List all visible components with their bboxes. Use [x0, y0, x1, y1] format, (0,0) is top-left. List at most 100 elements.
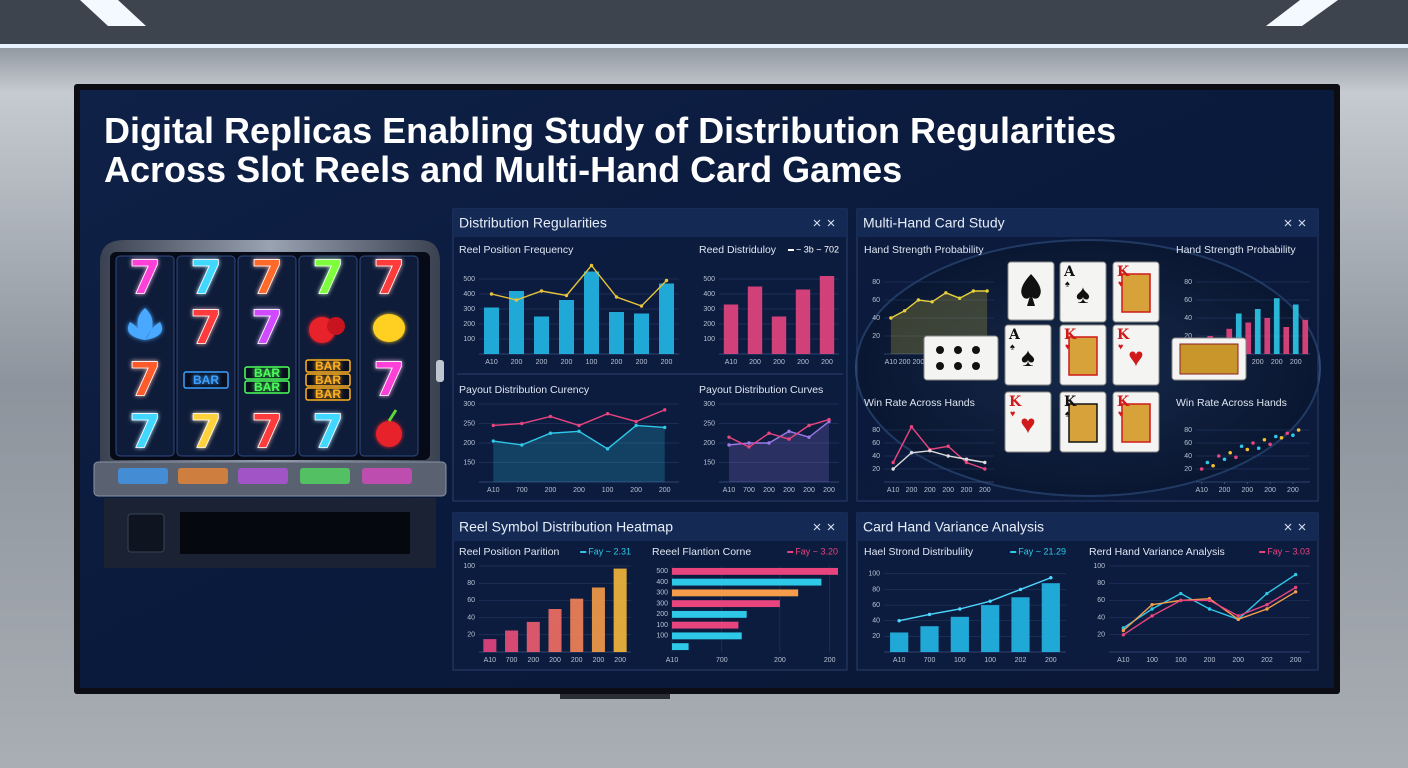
- expand-button[interactable]: [1298, 219, 1306, 227]
- expand-button[interactable]: [827, 219, 835, 227]
- point: [1236, 617, 1240, 622]
- button[interactable]: [238, 468, 288, 484]
- card-pip: ♥: [1128, 342, 1143, 372]
- y-tick-label: 80: [872, 279, 880, 286]
- mini-chart: Payout Distribution Curves 150 200 250 300 A1…: [699, 384, 839, 494]
- x-tick-label: 200: [821, 359, 833, 366]
- button[interactable]: [118, 468, 168, 484]
- close-button[interactable]: [813, 523, 821, 531]
- button[interactable]: [300, 468, 350, 484]
- y-tick-label: 40: [872, 315, 880, 322]
- point: [605, 412, 610, 416]
- card-suit: ♠: [1065, 408, 1070, 418]
- x-tick-label: 100: [602, 487, 614, 494]
- face-art: [1068, 336, 1098, 376]
- point: [787, 437, 791, 441]
- point: [983, 467, 987, 471]
- icon-stroke: [813, 523, 821, 531]
- tray: [180, 512, 410, 554]
- chart-title: Hand Strength Probability: [1176, 244, 1296, 256]
- card-rank: A: [1063, 264, 1076, 280]
- lotus-icon: [127, 308, 163, 340]
- scatter-point: [1262, 437, 1267, 442]
- x-tick-label: A10: [485, 359, 498, 366]
- cherry-icon: [327, 317, 345, 335]
- line: [899, 577, 1052, 622]
- x-tick-label: A10: [723, 487, 736, 494]
- bar: [559, 300, 574, 354]
- point: [985, 289, 989, 293]
- title-line: Across Slot Reels and Multi-Hand Card Ga…: [104, 149, 902, 190]
- point: [663, 408, 667, 412]
- chart-title: Rerd Hand Variance Analysis: [1089, 546, 1225, 558]
- point: [489, 292, 494, 296]
- icon-stroke: [827, 523, 835, 531]
- x-tick-label: 100: [954, 657, 966, 664]
- bar: [723, 304, 739, 354]
- point: [891, 460, 895, 465]
- y-tick-label: 20: [872, 633, 880, 640]
- x-tick-label: 200: [536, 359, 548, 366]
- card: [1004, 324, 1052, 386]
- scatter-point: [1285, 431, 1289, 436]
- club-pip: [954, 362, 962, 370]
- mini-chart: Reel Position Parition Fay ~ 2.31 20 40 60 80…: [459, 546, 631, 664]
- point: [946, 444, 950, 448]
- y-tick-label: 300: [463, 306, 475, 313]
- expand-button[interactable]: [827, 523, 835, 531]
- point: [639, 304, 644, 308]
- seven-symbol: 7: [251, 301, 283, 355]
- x-tick-label: 200: [659, 487, 671, 494]
- x-tick-label: A10: [885, 359, 898, 366]
- point: [1265, 607, 1269, 611]
- bar: [819, 276, 835, 354]
- x-tick-label: 200: [549, 657, 561, 664]
- y-tick-label: 80: [872, 586, 880, 593]
- scatter-point: [1296, 428, 1301, 432]
- chart-title: Reed Distriduloy: [699, 244, 777, 256]
- y-tick-label: 20: [1184, 466, 1192, 473]
- card: [1112, 324, 1160, 386]
- bar: [672, 610, 747, 618]
- close-button[interactable]: [1284, 219, 1292, 227]
- bar: [484, 307, 499, 354]
- point: [634, 423, 638, 428]
- area: [729, 421, 829, 482]
- close-button[interactable]: [1284, 523, 1292, 531]
- x-tick-label: 200: [803, 487, 815, 494]
- expand-button[interactable]: [1298, 523, 1306, 531]
- seven-symbol: 7: [373, 353, 405, 407]
- mini-chart: Hael Strond Distribuliity Fay ~ 21.29 20 40…: [864, 546, 1066, 664]
- y-tick-label: 100: [463, 563, 475, 570]
- ceiling-light: [80, 0, 146, 26]
- line: [892, 425, 986, 470]
- x-tick-label: A10: [1117, 657, 1130, 664]
- point: [727, 435, 731, 439]
- button[interactable]: [178, 468, 228, 484]
- bar: [672, 632, 742, 640]
- x-tick-label: 200: [924, 487, 936, 494]
- x-tick-label: 200: [511, 359, 523, 366]
- point: [897, 619, 901, 623]
- point: [787, 429, 791, 433]
- x-tick-label: 100: [984, 657, 996, 664]
- card-suit: ♥: [1118, 341, 1123, 351]
- x-tick-label: 200: [561, 359, 573, 366]
- bar: [890, 632, 909, 652]
- x-tick-label: 200: [1219, 487, 1231, 494]
- bar: [920, 626, 939, 652]
- y-tick-label: 100: [656, 622, 668, 629]
- x-tick-label: 200: [783, 487, 795, 494]
- face-art: [1068, 403, 1098, 443]
- point: [807, 435, 811, 439]
- x-tick-label: 200: [979, 487, 991, 494]
- point: [491, 423, 495, 428]
- button[interactable]: [362, 468, 412, 484]
- bar-symbol: BAR: [254, 366, 280, 380]
- mini-chart: Win Rate Across Hands 20 40 60 80 A10 200 200 20…: [864, 397, 994, 494]
- point: [928, 449, 932, 453]
- y-tick-label: 200: [703, 440, 715, 447]
- scatter-point: [1222, 457, 1227, 462]
- close-button[interactable]: [813, 219, 821, 227]
- y-tick-label: 100: [868, 571, 880, 578]
